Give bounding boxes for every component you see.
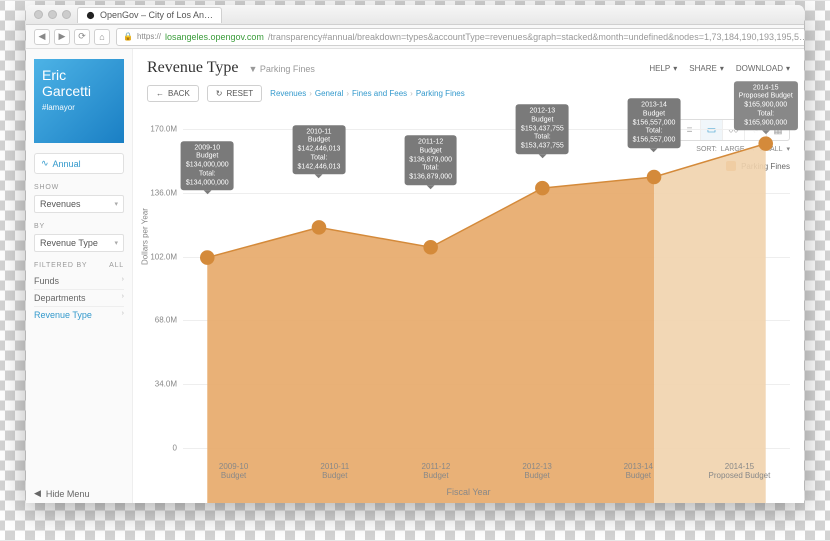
nav-back[interactable]: ◀ [34, 29, 50, 45]
tooltip: 2013-14Budget$156,557,000Total:$156,557,… [628, 98, 681, 148]
chevron-down-icon: ▾ [114, 200, 118, 208]
page-title: Revenue Type [147, 59, 238, 77]
filter-revenue-type[interactable]: Revenue Type› [34, 307, 124, 323]
max-dot[interactable] [62, 10, 71, 19]
y-tick: 68.0M [155, 316, 183, 325]
crumb[interactable]: Revenues [270, 89, 306, 98]
y-axis-label: Dollars per Year [141, 208, 150, 265]
nav-fwd[interactable]: ▶ [54, 29, 70, 45]
filter-departments[interactable]: Departments› [34, 290, 124, 307]
url-host: losangeles.opengov.com [165, 32, 264, 42]
x-tick: 2012-13Budget [487, 462, 588, 481]
y-tick: 136.0M [150, 188, 183, 197]
chart: Dollars per Year 2009-10Budget$134,000,0… [183, 129, 790, 448]
download-link[interactable]: DOWNLOAD ▾ [736, 64, 790, 73]
pulse-icon: ∿ [41, 158, 49, 169]
y-tick: 0 [173, 444, 183, 453]
brand-tile: Eric Garcetti #lamayor [34, 59, 124, 143]
titlebar: OpenGov – City of Los An… [26, 5, 804, 25]
chart-plot [183, 129, 790, 503]
main: Revenue Type ▼ Parking Fines HELP ▾ SHAR… [132, 49, 804, 503]
close-dot[interactable] [34, 10, 43, 19]
brand-line2: Garcetti [42, 83, 116, 99]
tab-title: OpenGov – City of Los An… [100, 10, 213, 20]
browser-window: OpenGov – City of Los An… ◀ ▶ ⟳ ⌂ 🔒 http… [26, 5, 804, 503]
show-value: Revenues [40, 199, 81, 209]
tooltip: 2011-12Budget$136,879,000Total:$136,879,… [404, 135, 457, 185]
y-tick: 34.0M [155, 380, 183, 389]
tooltip: 2010-11Budget$142,446,013Total:$142,446,… [293, 125, 346, 175]
back-button[interactable]: ← BACK [147, 85, 199, 102]
tooltip: 2009-10Budget$134,000,000Total:$134,000,… [181, 141, 234, 191]
brand-line1: Eric [42, 67, 116, 83]
filter-pill[interactable]: ▼ Parking Fines [248, 64, 314, 74]
min-dot[interactable] [48, 10, 57, 19]
url-bar: ◀ ▶ ⟳ ⌂ 🔒 https:// losangeles.opengov.co… [26, 25, 804, 49]
show-dropdown[interactable]: Revenues ▾ [34, 195, 124, 213]
crumb[interactable]: Fines and Fees [352, 89, 407, 98]
address-field[interactable]: 🔒 https:// losangeles.opengov.com /trans… [116, 28, 804, 46]
tooltip: 2012-13Budget$153,437,755Total:$153,437,… [516, 104, 569, 154]
chevron-down-icon: ▾ [114, 239, 118, 247]
lock-icon: 🔒 [123, 32, 133, 41]
x-tick: 2011-12Budget [385, 462, 486, 481]
brand-tag: #lamayor [42, 103, 116, 112]
help-link[interactable]: HELP ▾ [649, 64, 677, 73]
nav-annual[interactable]: ∿ Annual [34, 153, 124, 174]
nav-reload[interactable]: ⟳ [74, 29, 90, 45]
x-axis-label: Fiscal Year [446, 487, 490, 497]
filter-funds[interactable]: Funds› [34, 273, 124, 290]
hide-menu-button[interactable]: ◀ Hide Menu [34, 488, 89, 499]
tab-favicon [86, 11, 95, 20]
url-path: /transparency#annual/breakdown=types&acc… [268, 32, 804, 42]
crumb[interactable]: General [315, 89, 343, 98]
x-tick: 2014-15Proposed Budget [689, 462, 790, 481]
x-tick: 2010-11Budget [284, 462, 385, 481]
x-tick: 2009-10Budget [183, 462, 284, 481]
traffic-lights [34, 10, 71, 19]
y-tick: 170.0M [150, 125, 183, 134]
breadcrumb: Revenues›General›Fines and Fees›Parking … [270, 89, 465, 98]
nav-annual-label: Annual [53, 159, 81, 169]
reset-button[interactable]: ↻ RESET [207, 85, 262, 102]
y-tick: 102.0M [150, 252, 183, 261]
crumb[interactable]: Parking Fines [416, 89, 465, 98]
app: Eric Garcetti #lamayor ∿ Annual SHOW Rev… [26, 49, 804, 503]
x-axis: 2009-10Budget2010-11Budget2011-12Budget2… [183, 462, 790, 481]
sidebar: Eric Garcetti #lamayor ∿ Annual SHOW Rev… [26, 49, 132, 503]
nav-home[interactable]: ⌂ [94, 29, 110, 45]
filtered-badge: All [109, 262, 124, 269]
tooltip: 2014-15Proposed Budget$165,900,000Total:… [734, 81, 798, 131]
share-link[interactable]: SHARE ▾ [689, 64, 724, 73]
by-label: BY [34, 223, 45, 230]
by-dropdown[interactable]: Revenue Type ▾ [34, 234, 124, 252]
show-label: SHOW [34, 184, 59, 191]
by-value: Revenue Type [40, 238, 98, 248]
x-tick: 2013-14Budget [588, 462, 689, 481]
filtered-label: FILTERED BY [34, 262, 87, 269]
browser-tab[interactable]: OpenGov – City of Los An… [77, 7, 222, 23]
